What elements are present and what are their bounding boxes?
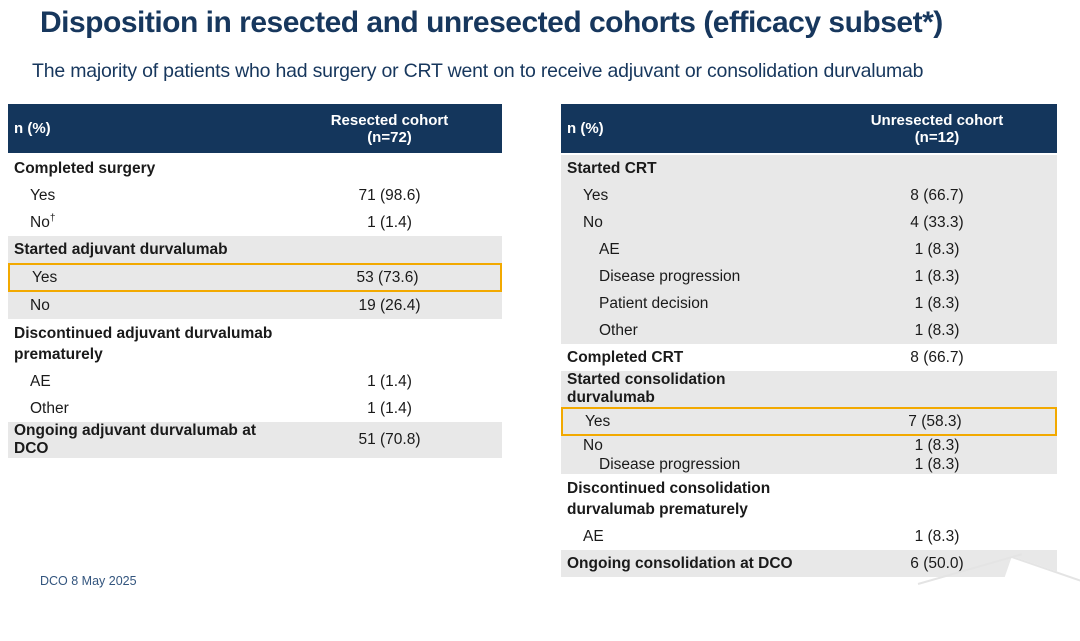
table-row: Completed CRT 8 (66.7) <box>561 344 1057 371</box>
table-row: Completed surgery <box>8 155 502 182</box>
unresected-cohort-table: n (%) Unresected cohort (n=12) Started C… <box>561 104 1057 577</box>
table-row: AE 1 (8.3) <box>561 236 1057 263</box>
table-row: No 19 (26.4) <box>8 292 502 319</box>
row-label: Discontinued consolidation durvalumab pr… <box>567 479 771 518</box>
cohort-name: Unresected cohort <box>870 111 1004 129</box>
row-label: Yes <box>32 268 58 286</box>
table-row: Ongoing adjuvant durvalumab at DCO 51 (7… <box>8 422 502 458</box>
row-label: Patient decision <box>599 294 709 312</box>
row-value: 8 (66.7) <box>910 186 964 204</box>
row-value: 1 (8.3) <box>914 294 960 312</box>
cohort-name: Resected cohort <box>330 111 449 129</box>
table-row: Ongoing consolidation at DCO 6 (50.0) <box>561 550 1057 577</box>
table-row: Other 1 (1.4) <box>8 395 502 422</box>
table-row: Other 1 (8.3) <box>561 317 1057 344</box>
row-label: Ongoing adjuvant durvalumab at DCO <box>14 422 256 457</box>
row-label: No <box>583 436 603 454</box>
row-value: 19 (26.4) <box>358 296 421 314</box>
table-row: AE 1 (8.3) <box>561 523 1057 550</box>
row-value: 51 (70.8) <box>358 431 421 448</box>
slide-title: Disposition in resected and unresected c… <box>40 6 943 39</box>
table-row: Started adjuvant durvalumab <box>8 236 502 263</box>
table-row: Patient decision 1 (8.3) <box>561 290 1057 317</box>
table-row: Yes 8 (66.7) <box>561 182 1057 209</box>
table-row-highlighted: Yes 7 (58.3) <box>561 407 1057 436</box>
row-label: No <box>583 213 603 231</box>
cohort-n: (n=72) <box>367 128 412 146</box>
row-value: 1 (8.3) <box>914 267 960 285</box>
row-label: Started consolidation durvalumab <box>567 371 726 406</box>
table-row: No 1 (8.3) <box>561 436 1057 455</box>
row-label: Other <box>599 321 638 339</box>
row-value: 7 (58.3) <box>908 412 962 430</box>
table-row: Disease progression 1 (8.3) <box>561 263 1057 290</box>
row-value: 1 (1.4) <box>367 372 412 390</box>
unresected-table-header: n (%) Unresected cohort (n=12) <box>561 104 1057 153</box>
row-label: Disease progression <box>599 455 741 473</box>
table-row-highlighted: Yes 53 (73.6) <box>8 263 502 292</box>
header-unresected-cohort: Unresected cohort (n=12) <box>817 112 1057 146</box>
table-row: Disease progression 1 (8.3) <box>561 455 1057 474</box>
header-n-percent: n (%) <box>14 120 51 137</box>
row-label: Completed surgery <box>14 159 156 177</box>
row-label: AE <box>30 372 51 390</box>
resected-table-body: Completed surgery Yes 71 (98.6) No† 1 (1… <box>8 153 502 458</box>
row-label: Completed CRT <box>567 348 684 366</box>
table-row: Started CRT <box>561 155 1057 182</box>
row-value: 6 (50.0) <box>910 554 964 572</box>
row-label: AE <box>583 527 604 545</box>
table-row: No† 1 (1.4) <box>8 209 502 236</box>
table-row: Started consolidation durvalumab <box>561 371 1057 407</box>
row-label-text: No <box>30 213 50 231</box>
row-label: Yes <box>583 186 609 204</box>
row-label: No† <box>8 212 277 232</box>
resected-table-header: n (%) Resected cohort (n=72) <box>8 104 502 153</box>
slide-subtitle: The majority of patients who had surgery… <box>32 60 924 82</box>
row-label: Discontinued adjuvant durvalumab prematu… <box>14 324 273 363</box>
table-row: Discontinued consolidation durvalumab pr… <box>561 474 1057 523</box>
header-n-percent: n (%) <box>567 120 604 137</box>
dco-date-footnote: DCO 8 May 2025 <box>40 574 137 588</box>
corner-decor-wedge <box>997 556 1080 641</box>
row-value: 4 (33.3) <box>910 213 964 231</box>
row-value: 1 (1.4) <box>367 213 412 231</box>
cohort-n: (n=12) <box>914 128 960 146</box>
unresected-table-body: Started CRT Yes 8 (66.7) No 4 (33.3) AE … <box>561 153 1057 577</box>
row-label: Yes <box>30 186 56 204</box>
row-label: Started CRT <box>567 159 657 177</box>
dagger-footnote-mark: † <box>49 212 56 224</box>
row-value: 71 (98.6) <box>358 186 421 204</box>
row-value: 53 (73.6) <box>356 268 419 286</box>
table-row: Yes 71 (98.6) <box>8 182 502 209</box>
row-value: 1 (8.3) <box>914 321 960 339</box>
row-value: 1 (1.4) <box>367 399 412 417</box>
row-label: AE <box>599 240 620 258</box>
row-value: 1 (8.3) <box>914 455 960 473</box>
row-value: 1 (8.3) <box>914 436 960 454</box>
row-label: Other <box>30 399 69 417</box>
row-label: Yes <box>585 412 611 430</box>
row-label: Ongoing consolidation at DCO <box>567 554 793 572</box>
row-value: 1 (8.3) <box>914 240 960 258</box>
row-label: Disease progression <box>599 267 741 285</box>
header-resected-cohort: Resected cohort (n=72) <box>277 112 502 146</box>
row-value: 1 (8.3) <box>914 527 960 545</box>
row-label: Started adjuvant durvalumab <box>14 240 228 258</box>
table-row: AE 1 (1.4) <box>8 368 502 395</box>
resected-cohort-table: n (%) Resected cohort (n=72) Completed s… <box>8 104 502 458</box>
table-row: Discontinued adjuvant durvalumab prematu… <box>8 319 502 368</box>
row-value: 8 (66.7) <box>910 348 964 366</box>
table-row: No 4 (33.3) <box>561 209 1057 236</box>
row-label: No <box>30 296 50 314</box>
